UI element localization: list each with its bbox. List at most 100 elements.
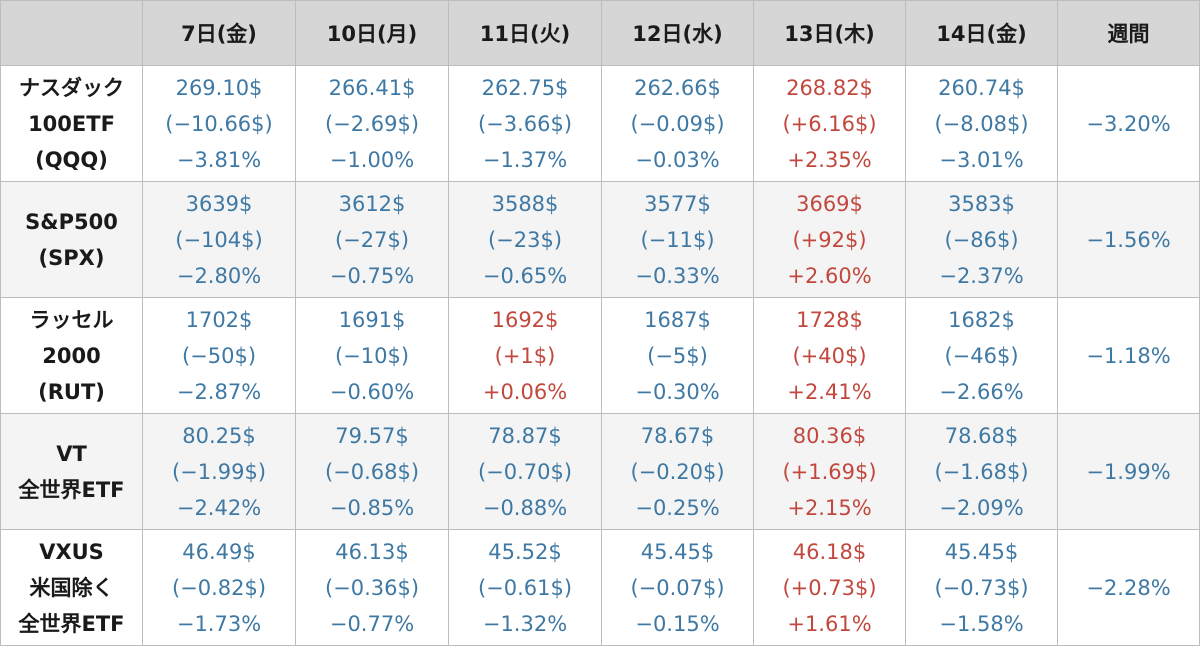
header-day-6: 14日(金): [905, 0, 1058, 66]
change-value: (−11$): [640, 227, 715, 252]
change-value: (−0.68$): [324, 459, 420, 484]
row-label-line: (QQQ): [35, 147, 108, 172]
day-cell: 78.67$ (−0.20$) −0.25%: [601, 413, 754, 530]
change-value: (−104$): [175, 227, 263, 252]
percent-change: −2.37%: [939, 263, 1024, 288]
day-cell: 1691$ (−10$) −0.60%: [295, 297, 449, 414]
day-cell: 1702$ (−50$) −2.87%: [142, 297, 296, 414]
change-value: (−0.82$): [171, 575, 267, 600]
day-cell: 78.87$ (−0.70$) −0.88%: [448, 413, 602, 530]
row-label-line: 全世界ETF: [18, 477, 125, 502]
header-corner-cell: [0, 0, 143, 66]
price-value: 3583$: [948, 191, 1015, 216]
change-value: (−1.99$): [171, 459, 267, 484]
percent-change: −1.73%: [176, 611, 262, 636]
percent-change: −1.58%: [939, 611, 1024, 636]
percent-change: −3.81%: [176, 147, 262, 172]
day-cell: 46.18$ (+0.73$) +1.61%: [753, 529, 906, 646]
change-value: (+6.16$): [782, 111, 877, 136]
day-cell: 1687$ (−5$) −0.30%: [601, 297, 754, 414]
row-label: ラッセル 2000 (RUT): [0, 297, 143, 414]
day-cell: 80.25$ (−1.99$) −2.42%: [142, 413, 296, 530]
day-cell: 262.75$ (−3.66$) −1.37%: [448, 65, 602, 182]
weekly-change: −3.20%: [1057, 65, 1200, 182]
change-value: (−3.66$): [477, 111, 573, 136]
day-cell: 1692$ (+1$) +0.06%: [448, 297, 602, 414]
change-value: (−86$): [944, 227, 1019, 252]
table-row-rut: ラッセル 2000 (RUT) 1702$ (−50$) −2.87% 1691$ (−10$…: [0, 297, 1200, 414]
change-value: (−27$): [334, 227, 410, 252]
table-row-vt: VT 全世界ETF 80.25$ (−1.99$) −2.42% 79.57$ (−0.68…: [0, 413, 1200, 530]
percent-change: −0.88%: [482, 495, 568, 520]
weekly-change: −1.99%: [1057, 413, 1200, 530]
percent-change: +1.61%: [787, 611, 872, 636]
change-value: (−10.66$): [165, 111, 273, 136]
header-day-5: 13日(木): [753, 0, 906, 66]
day-cell: 3583$ (−86$) −2.37%: [905, 181, 1058, 298]
price-value: 78.87$: [488, 423, 562, 448]
table-row-vxus: VXUS 米国除く 全世界ETF 46.49$ (−0.82$) −1.73% 46.13$…: [0, 529, 1200, 646]
header-weekly: 週間: [1057, 0, 1200, 66]
price-value: 1687$: [644, 307, 711, 332]
change-value: (−0.36$): [324, 575, 420, 600]
price-value: 3612$: [338, 191, 406, 216]
percent-change: −2.80%: [176, 263, 262, 288]
price-value: 45.45$: [640, 539, 715, 564]
row-label-line: 全世界ETF: [18, 611, 125, 636]
day-cell: 3612$ (−27$) −0.75%: [295, 181, 449, 298]
price-value: 45.52$: [488, 539, 562, 564]
day-cell: 3577$ (−11$) −0.33%: [601, 181, 754, 298]
price-value: 266.41$: [328, 75, 416, 100]
day-cell: 45.45$ (−0.07$) −0.15%: [601, 529, 754, 646]
price-value: 3577$: [644, 191, 711, 216]
change-value: (−8.08$): [934, 111, 1029, 136]
change-value: (−0.20$): [630, 459, 725, 484]
percent-change: −2.42%: [176, 495, 262, 520]
percent-change: −0.03%: [635, 147, 720, 172]
row-label-line: VT: [56, 441, 87, 466]
price-value: 46.13$: [335, 539, 409, 564]
price-value: 3588$: [491, 191, 559, 216]
day-cell: 46.13$ (−0.36$) −0.77%: [295, 529, 449, 646]
row-label: VXUS 米国除く 全世界ETF: [0, 529, 143, 646]
percent-change: +2.15%: [787, 495, 872, 520]
change-value: (+1$): [494, 343, 556, 368]
price-value: 269.10$: [175, 75, 263, 100]
day-cell: 260.74$ (−8.08$) −3.01%: [905, 65, 1058, 182]
price-value: 268.82$: [786, 75, 873, 100]
change-value: (−46$): [944, 343, 1019, 368]
table-row-qqq: ナスダック 100ETF (QQQ) 269.10$ (−10.66$) −3.81% 26…: [0, 65, 1200, 182]
change-value: (−23$): [487, 227, 563, 252]
day-cell: 266.41$ (−2.69$) −1.00%: [295, 65, 449, 182]
row-label: ナスダック 100ETF (QQQ): [0, 65, 143, 182]
change-value: (−10$): [334, 343, 410, 368]
percent-change: −1.32%: [482, 611, 568, 636]
percent-change: −0.15%: [635, 611, 720, 636]
row-label-line: 米国除く: [29, 575, 114, 600]
change-value: (−0.70$): [477, 459, 573, 484]
row-label-line: (RUT): [38, 379, 105, 404]
day-cell: 268.82$ (+6.16$) +2.35%: [753, 65, 906, 182]
change-value: (−50$): [181, 343, 257, 368]
change-value: (−0.07$): [630, 575, 725, 600]
day-cell: 45.45$ (−0.73$) −1.58%: [905, 529, 1058, 646]
percent-change: −0.77%: [329, 611, 415, 636]
price-value: 1728$: [796, 307, 863, 332]
change-value: (−0.73$): [934, 575, 1029, 600]
weekly-change: −2.28%: [1057, 529, 1200, 646]
change-value: (−0.09$): [630, 111, 725, 136]
change-value: (−0.61$): [477, 575, 573, 600]
day-cell: 1728$ (+40$) +2.41%: [753, 297, 906, 414]
day-cell: 3639$ (−104$) −2.80%: [142, 181, 296, 298]
day-cell: 1682$ (−46$) −2.66%: [905, 297, 1058, 414]
header-day-1: 7日(金): [142, 0, 296, 66]
row-label-line: ナスダック: [19, 75, 124, 100]
percent-change: −2.09%: [939, 495, 1024, 520]
percent-change: −0.60%: [329, 379, 415, 404]
percent-change: −0.85%: [329, 495, 415, 520]
day-cell: 46.49$ (−0.82$) −1.73%: [142, 529, 296, 646]
change-value: (−1.68$): [934, 459, 1029, 484]
percent-change: +0.06%: [482, 379, 568, 404]
price-value: 45.45$: [944, 539, 1019, 564]
